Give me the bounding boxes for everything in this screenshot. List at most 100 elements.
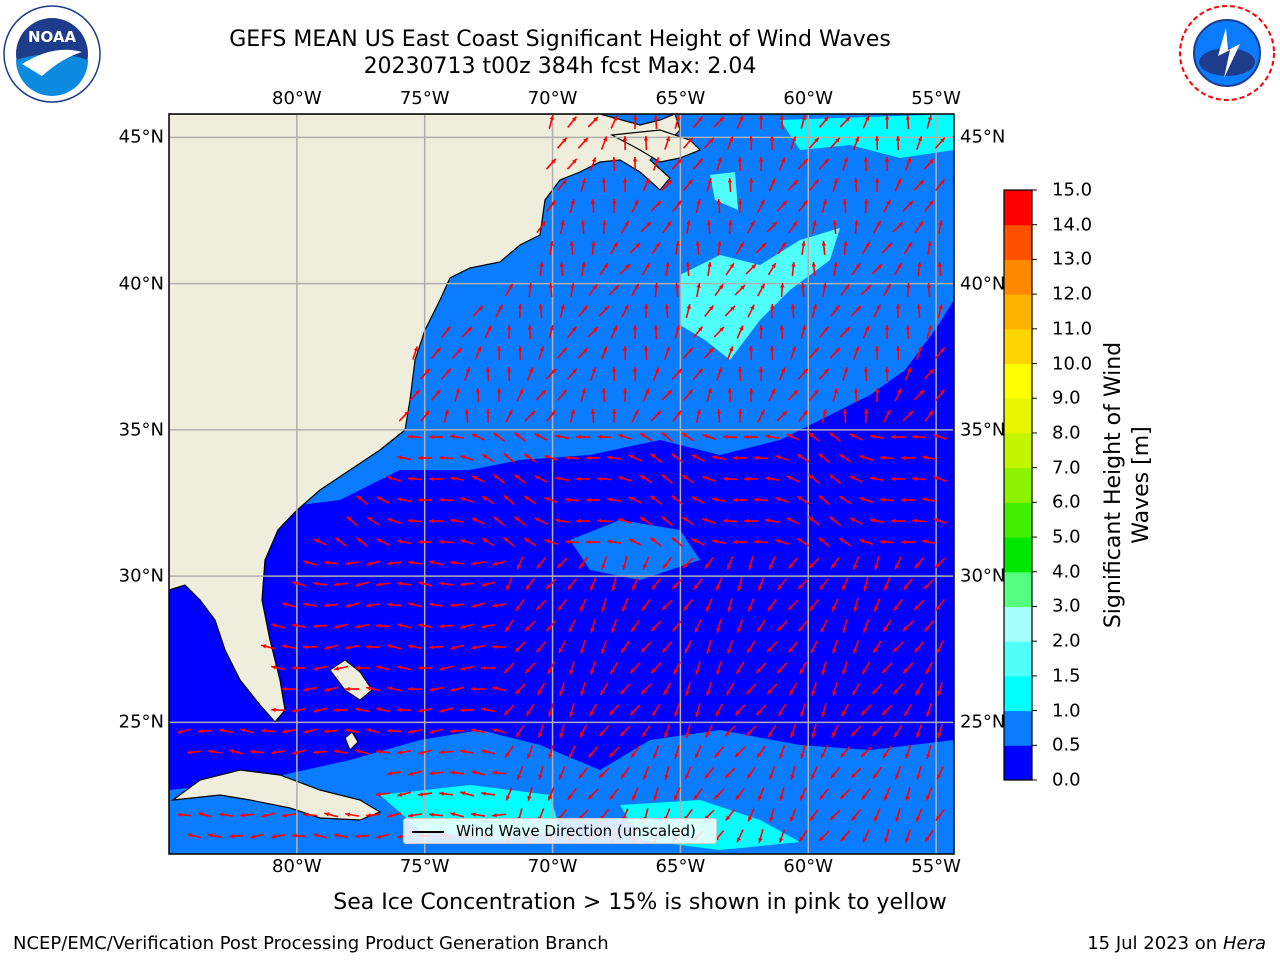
wave-direction-arrow xyxy=(851,809,862,821)
wave-direction-arrow xyxy=(746,220,756,234)
wave-direction-arrow xyxy=(842,619,848,633)
latitude-label: 35°N xyxy=(960,419,1006,441)
wave-direction-arrow xyxy=(695,703,701,717)
wave-direction-arrow xyxy=(481,495,495,505)
wave-direction-arrow xyxy=(429,812,444,817)
wave-direction-arrow xyxy=(685,219,691,235)
wave-direction-arrow xyxy=(569,661,575,675)
wave-direction-arrow xyxy=(630,745,640,759)
wave-direction-arrow xyxy=(198,812,213,818)
wave-direction-arrow xyxy=(758,156,764,172)
map-legend: Wind Wave Direction (unscaled) xyxy=(403,818,717,844)
wave-direction-arrow xyxy=(324,644,339,650)
wave-direction-arrow xyxy=(527,787,533,801)
wave-direction-arrow xyxy=(640,683,652,695)
wave-direction-arrow xyxy=(187,750,202,755)
wave-direction-arrow xyxy=(409,389,421,401)
wave-direction-arrow xyxy=(728,219,733,235)
wave-direction-arrow xyxy=(558,766,566,780)
wave-direction-arrow xyxy=(324,686,339,692)
wave-direction-arrow xyxy=(440,368,452,380)
wave-direction-arrow xyxy=(691,538,705,546)
wave-direction-arrow xyxy=(471,475,485,483)
wave-direction-arrow xyxy=(439,624,454,629)
wave-direction-arrow xyxy=(376,749,391,754)
wave-direction-arrow xyxy=(579,598,587,612)
latitude-label: 25°N xyxy=(960,711,1006,733)
wave-direction-arrow xyxy=(250,833,265,839)
forecast-subtitle: 20230713 t00z 384h fcst Max: 2.04 xyxy=(363,54,757,79)
wave-direction-arrow xyxy=(725,682,735,696)
wave-direction-arrow xyxy=(820,619,828,633)
wave-direction-arrow xyxy=(460,749,475,754)
wave-direction-arrow xyxy=(485,366,491,382)
wave-direction-arrow xyxy=(644,303,649,319)
nws-logo xyxy=(1179,5,1275,101)
wave-direction-arrow xyxy=(737,577,743,591)
wave-direction-arrow xyxy=(569,703,575,717)
wave-direction-arrow xyxy=(723,518,738,523)
wave-direction-arrow xyxy=(860,704,872,716)
wave-direction-arrow xyxy=(429,476,444,482)
wave-direction-arrow xyxy=(736,325,744,339)
wave-direction-arrow xyxy=(602,219,607,235)
wave-direction-arrow xyxy=(923,578,935,590)
wave-direction-arrow xyxy=(567,577,578,591)
wave-direction-arrow xyxy=(334,749,349,754)
wave-direction-arrow xyxy=(471,770,486,776)
wave-direction-arrow xyxy=(628,496,642,504)
wave-direction-arrow xyxy=(515,724,525,738)
wave-direction-arrow xyxy=(590,661,596,675)
wave-direction-arrow xyxy=(429,771,444,776)
wave-direction-arrow xyxy=(873,598,881,612)
wave-direction-arrow xyxy=(292,665,307,671)
colorbar-segment xyxy=(1004,432,1032,469)
colorbar-segment xyxy=(1004,224,1032,260)
wave-direction-arrow xyxy=(744,476,759,482)
wave-direction-arrow xyxy=(651,577,661,591)
wave-direction-arrow xyxy=(418,497,433,503)
wave-direction-arrow xyxy=(902,620,914,632)
wave-direction-arrow xyxy=(934,557,946,569)
wave-direction-arrow xyxy=(884,324,890,340)
wave-direction-arrow xyxy=(506,366,512,382)
wave-direction-arrow xyxy=(818,830,830,842)
wave-direction-arrow xyxy=(588,283,598,297)
wave-direction-arrow xyxy=(904,157,912,171)
wave-direction-arrow xyxy=(831,598,839,612)
wave-direction-arrow xyxy=(883,409,891,423)
wave-direction-arrow xyxy=(460,791,475,797)
wave-direction-arrow xyxy=(387,561,402,566)
wave-direction-arrow xyxy=(618,518,633,524)
wave-direction-arrow xyxy=(683,389,694,401)
wave-direction-arrow xyxy=(586,455,601,461)
wave-direction-arrow xyxy=(187,833,202,839)
wave-direction-arrow xyxy=(915,808,923,822)
wave-direction-arrow xyxy=(544,538,558,546)
wave-direction-arrow xyxy=(935,599,946,611)
wave-direction-arrow xyxy=(611,366,617,382)
wave-direction-arrow xyxy=(576,434,591,440)
wave-direction-arrow xyxy=(746,766,756,780)
colorbar-segment xyxy=(1004,745,1032,781)
wave-direction-arrow xyxy=(505,409,513,423)
wave-direction-arrow xyxy=(387,728,402,734)
wave-direction-arrow xyxy=(715,703,724,717)
wave-direction-arrow xyxy=(661,431,673,443)
wave-direction-arrow xyxy=(788,220,798,234)
wave-direction-arrow xyxy=(851,682,861,696)
wave-direction-arrow xyxy=(768,556,776,570)
wave-direction-arrow xyxy=(712,539,727,545)
wave-direction-arrow xyxy=(335,537,348,547)
wave-direction-arrow xyxy=(535,599,547,611)
wave-direction-arrow xyxy=(925,787,933,801)
wave-direction-arrow xyxy=(693,326,704,338)
wave-direction-arrow xyxy=(882,745,892,759)
wave-direction-arrow xyxy=(706,178,712,192)
wave-direction-arrow xyxy=(538,766,544,780)
wave-direction-arrow xyxy=(430,347,442,359)
wave-direction-arrow xyxy=(569,240,575,256)
wave-direction-arrow xyxy=(672,199,683,213)
wave-direction-arrow xyxy=(313,833,328,839)
wave-direction-arrow xyxy=(621,220,630,234)
